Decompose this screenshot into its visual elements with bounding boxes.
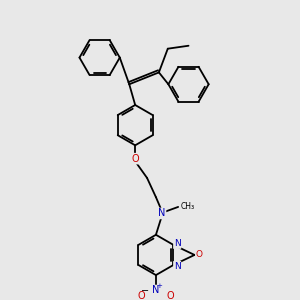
Text: −: −	[141, 286, 149, 296]
Text: N: N	[152, 286, 160, 296]
Text: N: N	[174, 262, 181, 271]
Text: O: O	[196, 250, 203, 260]
Text: O: O	[131, 154, 139, 164]
Text: N: N	[158, 208, 166, 218]
Text: CH₃: CH₃	[181, 202, 195, 211]
Text: +: +	[157, 283, 162, 289]
Text: N: N	[174, 239, 181, 248]
Text: O: O	[166, 291, 174, 300]
Text: O: O	[138, 291, 146, 300]
